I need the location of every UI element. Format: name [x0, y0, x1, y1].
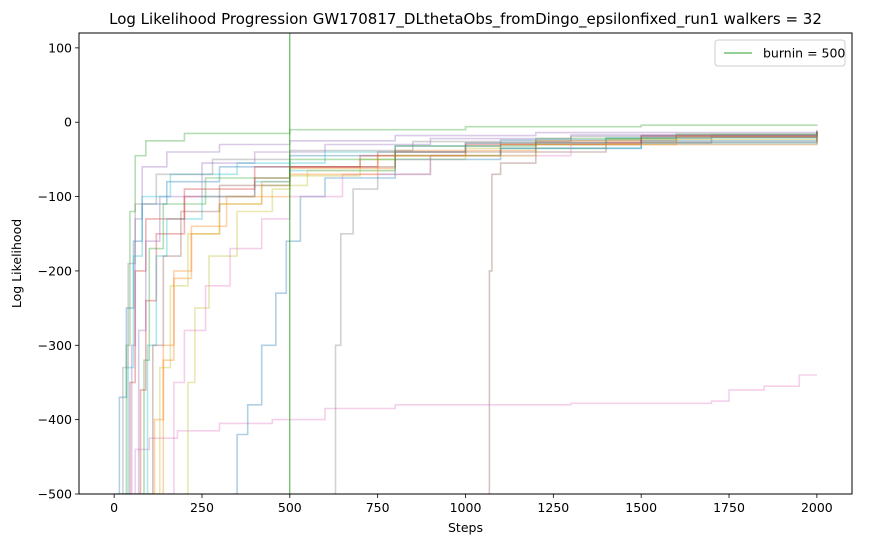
series-line-19: [145, 132, 818, 494]
series-line-2: [147, 132, 818, 494]
series-line-5: [128, 129, 818, 494]
series-line-11: [233, 135, 818, 494]
series-line-10: [142, 138, 818, 494]
x-tick-label: 500: [278, 500, 302, 515]
x-tick-label: 1000: [450, 500, 482, 515]
y-axis-ticks: −500 −400 −300 −200 −100 0 100: [38, 40, 79, 502]
series-line-20: [117, 131, 818, 494]
plot-frame: [78, 32, 853, 495]
series-line-12: [166, 135, 818, 494]
chart-title: Log Likelihood Progression GW170817_DLth…: [109, 10, 822, 29]
y-tick-label: −500: [38, 487, 72, 502]
series-layer: [114, 124, 818, 494]
x-tick-label: 0: [110, 500, 118, 515]
series-line-16: [122, 134, 818, 494]
x-tick-label: 750: [366, 500, 390, 515]
y-axis-label: Log Likelihood: [9, 219, 24, 308]
series-line-9: [184, 134, 818, 494]
y-tick-label: −400: [38, 412, 72, 427]
legend: burnin = 500: [714, 39, 846, 67]
series-line-7: [121, 374, 817, 494]
x-tick-label: 2000: [801, 500, 833, 515]
x-tick-label: 1250: [537, 500, 569, 515]
y-tick-label: −100: [38, 189, 72, 204]
x-axis-label: Steps: [448, 520, 483, 535]
legend-box: [714, 39, 846, 67]
y-tick-label: 100: [48, 40, 72, 55]
series-line-4: [135, 131, 818, 494]
series-line-8: [333, 131, 818, 494]
x-tick-label: 1500: [625, 500, 657, 515]
series-line-1: [114, 131, 818, 494]
x-tick-label: 1750: [713, 500, 745, 515]
series-line-18: [152, 134, 818, 494]
series-line-6: [488, 133, 818, 494]
y-tick-label: −200: [38, 263, 72, 278]
y-tick-label: 0: [64, 115, 72, 130]
series-line-14: [131, 131, 818, 494]
series-line-3: [121, 124, 818, 494]
legend-label: burnin = 500: [763, 46, 845, 61]
y-tick-label: −300: [38, 338, 72, 353]
x-axis-ticks: 0 250 500 750 1000 1250 1500 1750 2000: [110, 494, 833, 515]
series-line-13: [124, 132, 818, 494]
x-tick-label: 250: [190, 500, 214, 515]
